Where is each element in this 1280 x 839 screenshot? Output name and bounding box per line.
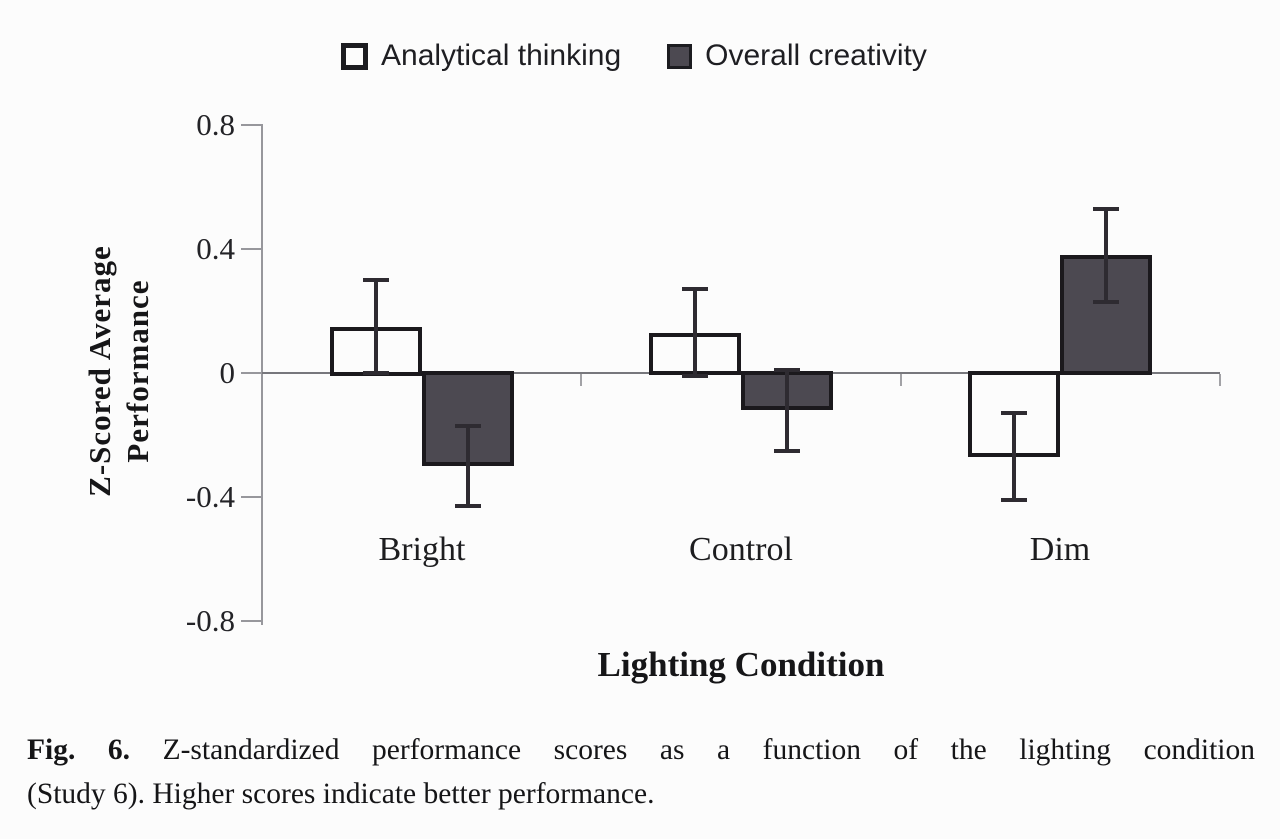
chart-legend: Analytical thinking Overall creativity: [341, 39, 927, 73]
error-bar-cap-top-dim-analytical-thinking: [1001, 411, 1027, 415]
y-axis-tick-0.8: [241, 124, 261, 126]
x-axis-boundary-tick-2: [900, 374, 902, 386]
y-axis-tick-0.4: [241, 248, 261, 250]
error-bar-line-bright-analytical-thinking: [374, 280, 378, 373]
error-bar-cap-bottom-dim-overall-creativity: [1093, 300, 1119, 304]
category-label-dim: Dim: [1029, 531, 1091, 568]
figure-caption: Fig. 6. Z-standardized performance score…: [27, 728, 1255, 816]
y-tick-label-0: 0: [219, 355, 236, 390]
category-label-bright: Bright: [378, 531, 466, 568]
error-bar-line-control-overall-creativity: [785, 370, 789, 451]
y-axis-line: [261, 124, 263, 625]
legend-item-overall-creativity: Overall creativity: [667, 39, 927, 73]
y-tick-label--0.4: -0.4: [185, 479, 235, 514]
error-bar-cap-top-control-analytical-thinking: [682, 287, 708, 291]
y-axis-tick--0.4: [241, 496, 261, 498]
caption-line-2: (Study 6). Higher scores indicate better…: [27, 778, 655, 810]
error-bar-line-dim-analytical-thinking: [1012, 413, 1016, 500]
error-bar-cap-bottom-control-overall-creativity: [774, 449, 800, 453]
error-bar-line-control-analytical-thinking: [693, 289, 697, 376]
x-axis-boundary-tick-3: [1219, 374, 1221, 386]
caption-line1-text: Z-standardized performance scores as a f…: [162, 734, 1256, 766]
error-bar-line-dim-overall-creativity: [1104, 209, 1108, 302]
error-bar-cap-top-bright-overall-creativity: [455, 424, 481, 428]
error-bar-cap-bottom-control-analytical-thinking: [682, 374, 708, 378]
y-tick-label--0.8: -0.8: [185, 603, 235, 638]
x-axis-title: Lighting Condition: [597, 645, 885, 684]
error-bar-cap-bottom-dim-analytical-thinking: [1001, 498, 1027, 502]
y-tick-label-0.4: 0.4: [196, 231, 235, 266]
legend-swatch-open-square-icon: [341, 42, 368, 70]
y-axis-title-line1: Z-Scored Average: [82, 245, 117, 497]
legend-item-analytical-thinking: Analytical thinking: [341, 39, 621, 73]
error-bar-line-bright-overall-creativity: [466, 426, 470, 507]
caption-fig-label: Fig. 6.: [27, 734, 131, 766]
legend-label-analytical-thinking: Analytical thinking: [381, 39, 622, 72]
error-bar-cap-top-control-overall-creativity: [774, 368, 800, 372]
error-bar-cap-top-bright-analytical-thinking: [363, 278, 389, 282]
error-bar-cap-bottom-bright-overall-creativity: [455, 504, 481, 508]
error-bar-cap-top-dim-overall-creativity: [1093, 207, 1119, 211]
caption-line-1: Fig. 6. Z-standardized performance score…: [27, 728, 1255, 772]
error-bar-cap-bottom-bright-analytical-thinking: [363, 371, 389, 375]
category-label-control: Control: [689, 531, 793, 568]
y-axis-tick--0.8: [241, 620, 261, 622]
y-tick-label-0.8: 0.8: [196, 107, 235, 142]
y-axis-tick-0: [241, 372, 261, 374]
x-axis-boundary-tick-1: [580, 374, 582, 386]
legend-swatch-filled-square-icon: [667, 43, 693, 69]
legend-label-overall-creativity: Overall creativity: [705, 39, 927, 72]
